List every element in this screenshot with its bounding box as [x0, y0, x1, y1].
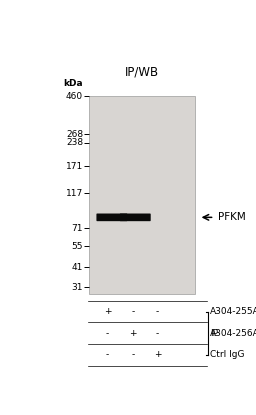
Text: IP/WB: IP/WB [125, 66, 159, 78]
Text: 31: 31 [72, 283, 83, 292]
Text: +: + [104, 307, 111, 316]
Text: -: - [106, 329, 109, 338]
FancyBboxPatch shape [120, 213, 151, 221]
Text: 117: 117 [66, 188, 83, 198]
Text: -: - [156, 307, 159, 316]
Text: +: + [129, 329, 137, 338]
Text: -: - [156, 329, 159, 338]
Text: 268: 268 [66, 130, 83, 139]
Text: 171: 171 [66, 162, 83, 171]
Text: Ctrl IgG: Ctrl IgG [210, 351, 244, 359]
Text: kDa: kDa [63, 79, 83, 88]
Bar [89, 96, 195, 294]
Text: 55: 55 [72, 242, 83, 251]
Text: 71: 71 [72, 224, 83, 233]
Text: -: - [132, 351, 135, 359]
Text: A304-256A: A304-256A [210, 329, 256, 338]
Text: -: - [106, 351, 109, 359]
Text: 460: 460 [66, 92, 83, 100]
FancyBboxPatch shape [97, 213, 127, 221]
Text: +: + [154, 351, 161, 359]
Text: PFKM: PFKM [218, 212, 245, 222]
Text: -: - [132, 307, 135, 316]
Text: A304-255A: A304-255A [210, 307, 256, 316]
Text: 41: 41 [72, 263, 83, 272]
Text: 238: 238 [66, 138, 83, 147]
Text: IP: IP [210, 329, 219, 338]
